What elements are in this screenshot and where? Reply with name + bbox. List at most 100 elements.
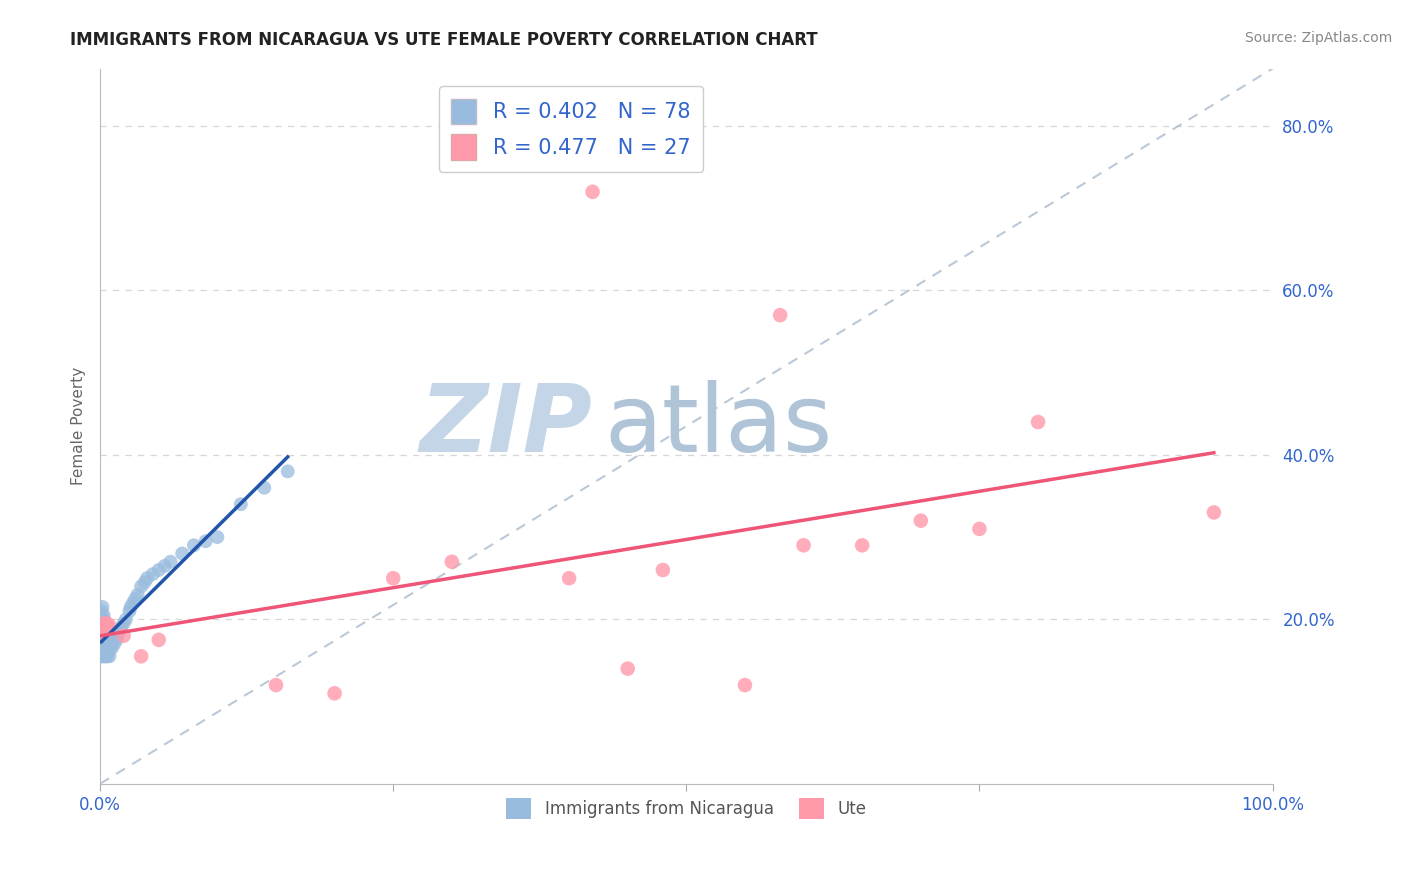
Point (91, 621, 114, 635)
Text: Source: ZipAtlas.com: Source: ZipAtlas.com (1244, 31, 1392, 45)
Point (108, 624, 131, 639)
Point (91, 621, 114, 635)
Point (91, 599, 114, 614)
Point (172, 547, 194, 561)
Point (90, 641, 112, 656)
Point (94, 632, 117, 647)
Point (129, 579, 152, 593)
Point (91, 637, 114, 651)
Point (793, 538, 815, 552)
Point (96, 641, 118, 656)
Point (98, 649, 121, 664)
Text: atlas: atlas (605, 380, 832, 472)
Point (207, 530, 229, 544)
Point (93, 649, 115, 664)
Point (94, 616, 117, 631)
Point (127, 588, 149, 602)
Point (558, 571, 581, 585)
Point (651, 563, 673, 577)
Point (253, 481, 276, 495)
Point (734, 678, 756, 692)
Text: IMMIGRANTS FROM NICARAGUA VS UTE FEMALE POVERTY CORRELATION CHART: IMMIGRANTS FROM NICARAGUA VS UTE FEMALE … (70, 31, 818, 49)
Point (90, 612, 112, 626)
Point (96, 616, 118, 631)
Point (90, 629, 112, 643)
Point (94, 641, 117, 656)
Point (148, 632, 170, 647)
Point (100, 632, 122, 647)
Point (142, 567, 165, 582)
Point (122, 596, 145, 610)
Point (93, 612, 115, 626)
Point (134, 575, 156, 590)
Point (159, 555, 181, 569)
Point (107, 629, 129, 643)
Point (101, 641, 124, 656)
Point (124, 591, 146, 606)
Point (264, 678, 287, 692)
Point (93, 629, 115, 643)
Point (96, 632, 118, 647)
Point (91, 641, 114, 656)
Point (93, 621, 115, 635)
Point (910, 514, 932, 528)
Point (148, 563, 170, 577)
Point (94, 624, 117, 639)
Point (94, 637, 117, 651)
Point (93, 608, 115, 623)
Point (194, 534, 217, 549)
Point (129, 649, 152, 664)
Point (93, 645, 115, 659)
Point (93, 632, 115, 647)
Point (97, 645, 120, 659)
Point (112, 629, 135, 643)
Point (90, 624, 112, 639)
Point (94, 621, 117, 635)
Point (97, 622, 120, 636)
Point (851, 538, 873, 552)
Point (93, 641, 115, 656)
Legend: Immigrants from Nicaragua, Ute: Immigrants from Nicaragua, Ute (501, 792, 873, 825)
Point (153, 558, 176, 573)
Point (98, 641, 121, 656)
Point (91, 629, 114, 643)
Point (110, 621, 132, 635)
Text: ZIP: ZIP (419, 380, 592, 472)
Point (98, 619, 121, 633)
Point (1202, 505, 1225, 519)
Y-axis label: Female Poverty: Female Poverty (72, 367, 86, 485)
Point (103, 629, 125, 643)
Point (101, 632, 124, 647)
Point (323, 686, 346, 700)
Point (112, 616, 135, 631)
Point (118, 604, 141, 618)
Point (382, 571, 405, 585)
Point (90, 649, 112, 664)
Point (94, 645, 117, 659)
Point (616, 662, 638, 676)
Point (96, 649, 118, 664)
Point (229, 497, 252, 511)
Point (1026, 415, 1049, 429)
Point (581, 185, 603, 199)
Point (94, 649, 117, 664)
Point (91, 649, 114, 664)
Point (90, 624, 112, 639)
Point (94, 629, 117, 643)
Point (94, 649, 117, 664)
Point (90, 616, 112, 631)
Point (769, 308, 792, 322)
Point (440, 555, 463, 569)
Point (183, 538, 205, 552)
Point (93, 616, 115, 631)
Point (90, 621, 112, 635)
Point (277, 464, 299, 478)
Point (120, 599, 142, 614)
Point (105, 632, 128, 647)
Point (93, 637, 115, 651)
Point (91, 645, 114, 659)
Point (94, 632, 117, 647)
Point (91, 616, 114, 631)
Point (115, 612, 138, 626)
Point (90, 632, 112, 647)
